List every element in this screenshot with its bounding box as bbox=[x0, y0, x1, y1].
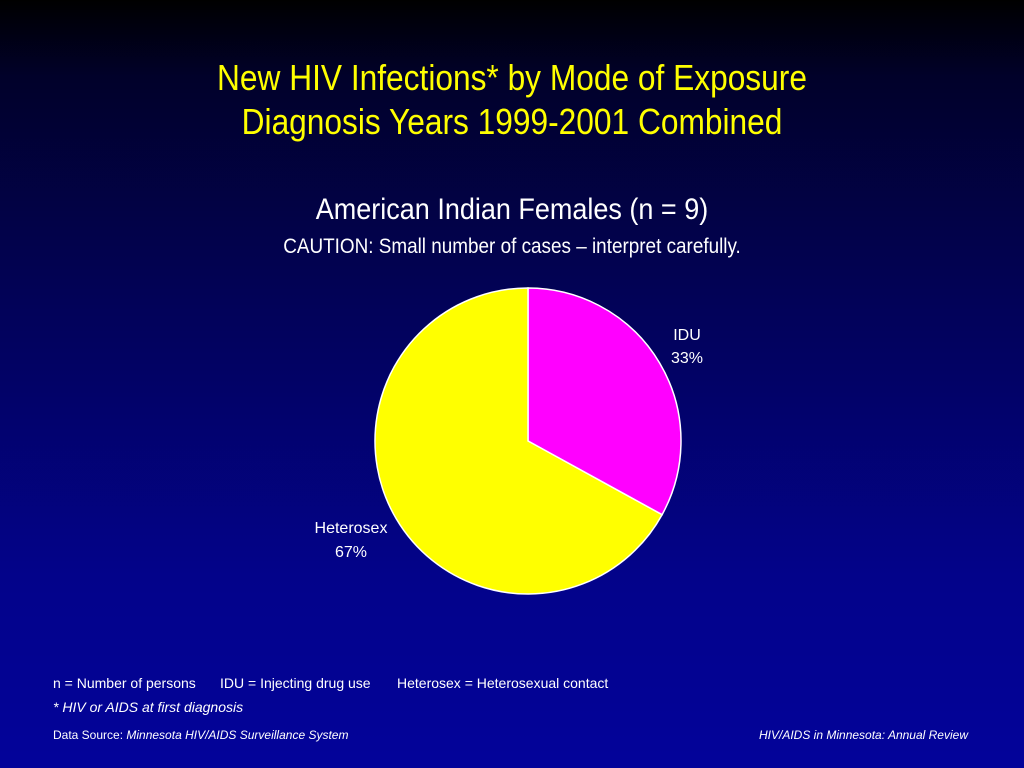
report-name: HIV/AIDS in Minnesota: Annual Review bbox=[759, 728, 968, 742]
slice-label-idu: IDU bbox=[673, 327, 701, 344]
slide-title-line-2: Diagnosis Years 1999-2001 Combined bbox=[241, 101, 783, 142]
pie-slices bbox=[374, 287, 682, 595]
chart-subtitle: American Indian Females (n = 9) bbox=[315, 193, 709, 226]
slice-label-heterosex: Heterosex bbox=[315, 520, 388, 537]
pie-slice-idu bbox=[527, 287, 682, 516]
pie-labels: IDU 33% Heterosex 67% bbox=[315, 327, 703, 561]
data-source: Data Source: Minnesota HIV/AIDS Surveill… bbox=[53, 728, 348, 743]
caution-note: CAUTION: Small number of cases – interpr… bbox=[283, 235, 741, 258]
data-source-prefix: Data Source: bbox=[53, 728, 127, 742]
slide-title-line-1: New HIV Infections* by Mode of Exposure bbox=[217, 57, 807, 98]
data-source-name: Minnesota HIV/AIDS Surveillance System bbox=[126, 728, 349, 742]
legend-note-idu: IDU = Injecting drug use bbox=[220, 675, 371, 691]
legend-note-n: n = Number of persons bbox=[53, 675, 196, 691]
footnote: * HIV or AIDS at first diagnosis bbox=[53, 699, 244, 715]
legend-note-heterosex: Heterosex = Heterosexual contact bbox=[397, 675, 609, 691]
pie-slice-heterosex bbox=[374, 287, 664, 595]
slice-value-heterosex: 67% bbox=[335, 544, 367, 561]
slice-value-idu: 33% bbox=[671, 350, 703, 367]
